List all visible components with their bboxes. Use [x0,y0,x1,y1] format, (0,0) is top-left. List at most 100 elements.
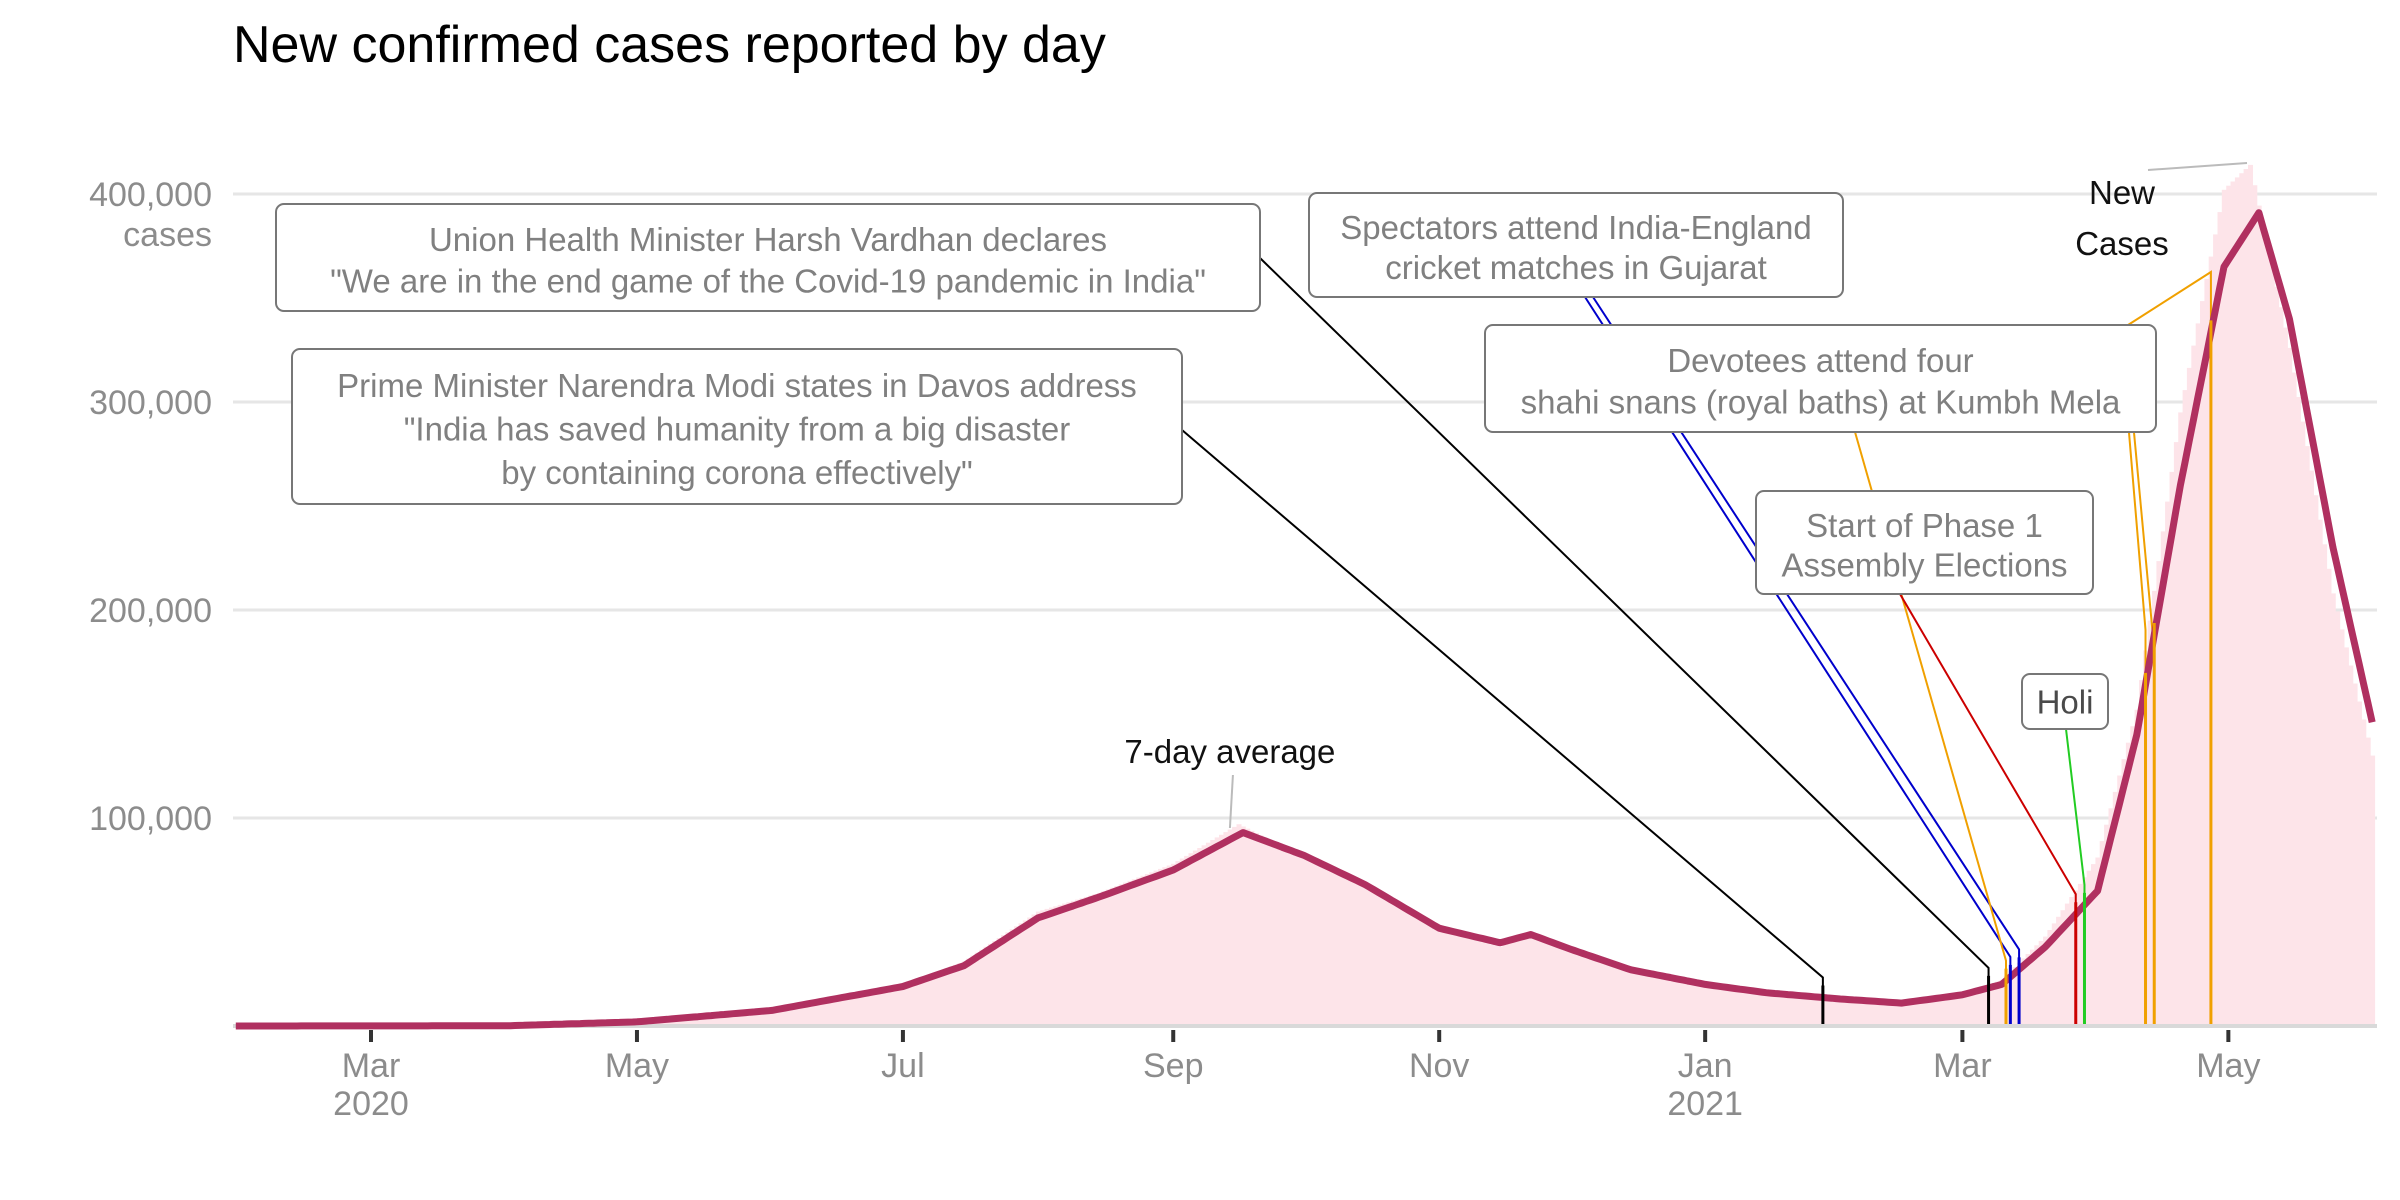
daily-bar [1711,987,1717,1026]
daily-bar [2069,897,2075,1026]
annotation-box [291,348,1183,505]
daily-bar [2309,470,2314,1027]
daily-bar [1345,878,1351,1026]
daily-bar [2047,930,2053,1026]
daily-bar [778,1007,784,1026]
daily-bar [2156,561,2162,1026]
daily-bar [1537,936,1543,1026]
daily-bar [2139,680,2144,1026]
daily-bar [2104,824,2110,1026]
daily-bar [1650,976,1656,1026]
x-tick-label: Sep [1143,1047,1204,1085]
daily-bar [752,1010,758,1026]
daily-bar [765,1009,771,1026]
annotation-boxes: Prime Minister Narendra Modi states in D… [275,192,2157,730]
daily-bar [726,1013,732,1026]
daily-bar [2064,903,2070,1026]
daily-bar [2134,709,2140,1026]
daily-bar [1136,877,1142,1026]
daily-bar [2160,531,2166,1026]
daily-bar [2108,808,2114,1026]
daily-bar [1554,944,1560,1026]
daily-bar [1663,978,1669,1026]
daily-bar [1951,994,1957,1026]
cases-series-label: Cases [2075,225,2169,262]
daily-bar [1123,882,1129,1026]
daily-bar [1201,845,1207,1026]
daily-bar [1467,938,1473,1026]
daily-bar [1253,833,1259,1026]
daily-bar [1406,912,1412,1026]
daily-bar [1812,998,1817,1026]
daily-bar [1772,994,1778,1026]
daily-bar [2178,412,2184,1026]
daily-bar [1519,936,1525,1026]
daily-bar [1188,853,1194,1026]
daily-bar [987,943,993,1026]
x-tick-year-label: 2020 [333,1085,409,1123]
daily-bar [1310,861,1316,1026]
daily-bar [2060,910,2066,1026]
daily-bar [1964,992,1970,1026]
daily-bar [1022,920,1028,1026]
daily-bar [2173,442,2179,1027]
daily-bar [2025,954,2031,1026]
daily-bar [1803,997,1809,1026]
daily-bar [1332,872,1338,1026]
daily-bar [1982,986,1987,1026]
y-tick-label: 200,000 [89,592,212,630]
daily-bar [1001,935,1006,1026]
daily-bar [1314,863,1320,1026]
daily-bar [883,988,889,1026]
daily-bar [1672,980,1678,1026]
daily-bar [1580,955,1586,1026]
daily-bar [1846,1001,1852,1026]
daily-bar [1432,927,1438,1026]
daily-bar [1729,989,1735,1026]
daily-bar [1502,944,1508,1026]
daily-bar [1301,857,1307,1026]
daily-bar [1171,863,1177,1026]
daily-bar [861,992,867,1026]
daily-bar [791,1005,797,1026]
daily-bar [2204,278,2210,1026]
daily-bar [2282,327,2288,1027]
daily-bar [878,989,884,1026]
daily-bar [870,991,876,1026]
daily-bar [1907,1000,1913,1026]
daily-bar [691,1016,697,1026]
daily-bar [1184,855,1190,1026]
daily-bar [1458,936,1464,1026]
annotation-text: by containing corona effectively" [501,454,973,491]
daily-bar [1515,938,1521,1026]
daily-bar [1232,826,1238,1026]
daily-bar [796,1004,802,1026]
daily-bar [2239,173,2245,1026]
annotation-text: Devotees attend four [1667,342,1973,379]
y-tick-label: 100,000 [89,800,212,838]
daily-bar [983,946,989,1026]
daily-bar [2169,471,2175,1026]
daily-bar [1594,960,1599,1026]
daily-bar [2077,883,2083,1026]
series-labels: 7-day average New Cases [1124,162,2248,829]
daily-bar [1205,842,1211,1026]
daily-bar [2313,495,2319,1026]
cases-series-label: New [2089,174,2155,211]
daily-bar [2287,347,2293,1026]
daily-bar [1245,828,1251,1026]
daily-bar [1349,880,1355,1026]
daily-bar [1955,994,1961,1026]
daily-bar [1210,840,1216,1026]
daily-bar [848,995,854,1026]
daily-bar [1829,1000,1835,1026]
daily-bar [2352,683,2358,1026]
annotation-text: Holi [2037,684,2094,721]
daily-bar [1851,1001,1857,1026]
daily-bar [1489,944,1495,1026]
daily-bar [1859,1001,1865,1026]
daily-bar [1101,891,1107,1026]
daily-bar [1607,964,1613,1026]
daily-bar [2365,737,2371,1026]
